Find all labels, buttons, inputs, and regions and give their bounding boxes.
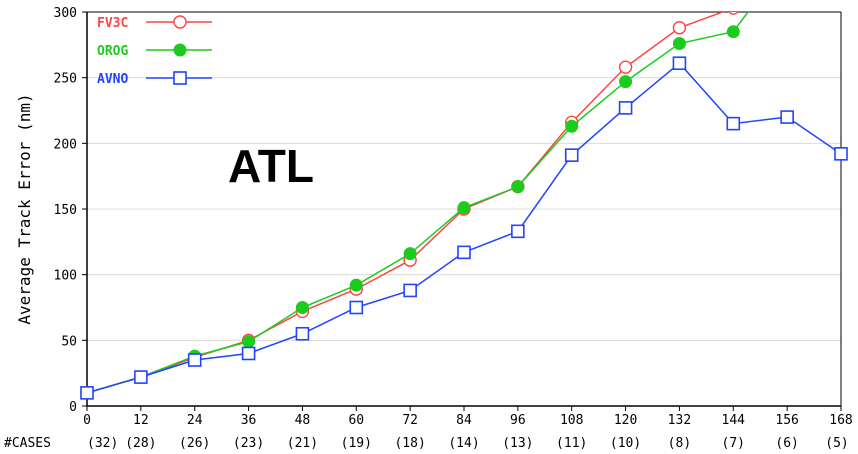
x-tick-label: 0 [83,413,91,428]
x-tick-label: 72 [402,413,418,428]
data-point [727,12,739,15]
y-tick-label: 150 [54,203,77,218]
x-tick-label: 60 [348,413,364,428]
case-count: (23) [233,436,264,451]
case-count: (10) [610,436,641,451]
data-point [726,116,741,131]
y-tick-label: 100 [54,269,77,284]
data-point [564,148,579,162]
x-tick-label: 48 [295,413,311,428]
data-point [80,386,94,400]
data-point [242,335,256,349]
data-point [672,37,686,51]
data-point [780,110,794,124]
case-count: (28) [125,436,156,451]
y-axis-label: Average Track Error (nm) [15,93,34,324]
data-point [457,245,471,260]
y-tick-labels: 0 50 100 150 200 250 300 [54,6,87,415]
x-tick-label: 120 [614,413,637,428]
case-count: (21) [287,436,318,451]
data-point [672,21,687,35]
x-tick-label: 96 [510,413,526,428]
case-count: (8) [668,436,691,451]
data-point [618,101,633,115]
data-point [403,283,417,298]
data-point [187,353,202,367]
x-tick-label: 168 [829,413,852,428]
series-orog [80,12,749,400]
series-line [86,12,725,394]
x-tick-label: 132 [668,413,691,428]
data-point [672,56,687,71]
data-point [618,60,633,74]
series-avno [80,56,848,400]
case-count: (14) [448,436,479,451]
data-point [726,25,740,39]
series-line [86,12,749,394]
y-tick-label: 50 [61,334,77,349]
data-point [173,71,187,85]
y-tick-label: 200 [54,137,77,152]
y-tick-label: 300 [54,6,77,21]
data-point [511,180,525,194]
x-tick-label: 84 [456,413,472,428]
legend-label: AVNO [97,72,128,87]
cases-label: #CASES [4,436,51,451]
y-tick-label: 0 [69,400,77,415]
plot-area [80,12,848,400]
case-count-row: #CASES (32) (28) (26) (23) (21) (19) (18) (14) (… [4,436,849,451]
data-point [173,43,187,57]
data-point [295,301,309,314]
data-point [295,326,310,341]
series-line [86,62,842,394]
case-count: (6) [775,436,798,451]
data-point [403,247,417,261]
case-count: (18) [394,436,425,451]
data-point [565,119,579,133]
case-count: (32) [87,436,118,451]
x-tick-label: 156 [775,413,798,428]
case-count: (5) [825,436,848,451]
data-point [457,201,471,215]
case-count: (26) [179,436,210,451]
case-count: (11) [556,436,587,451]
data-point [349,278,363,292]
grid-lines [87,11,841,341]
y-tick-label: 250 [54,72,77,87]
data-point [834,147,848,161]
x-tick-label: 108 [560,413,583,428]
case-count: (19) [341,436,372,451]
case-count: (13) [502,436,533,451]
x-tick-labels: 0 12 24 36 48 60 72 84 96 108 120 132 144 156 168 [83,406,853,428]
data-point [134,370,148,384]
data-point [619,75,633,89]
x-tick-label: 144 [722,413,746,428]
case-count: (7) [722,436,745,451]
x-tick-label: 12 [133,413,149,428]
data-point [349,300,364,315]
basin-annotation: ATL [228,140,314,192]
data-point [511,224,525,239]
x-tick-label: 36 [241,413,257,428]
legend-label: FV3C [97,16,128,31]
x-tick-label: 24 [187,413,203,428]
legend: FV3C OROG AVNO [97,15,212,87]
data-point [241,346,256,361]
data-point [173,15,187,29]
legend-label: OROG [97,44,128,59]
series-fv3c [80,12,739,400]
